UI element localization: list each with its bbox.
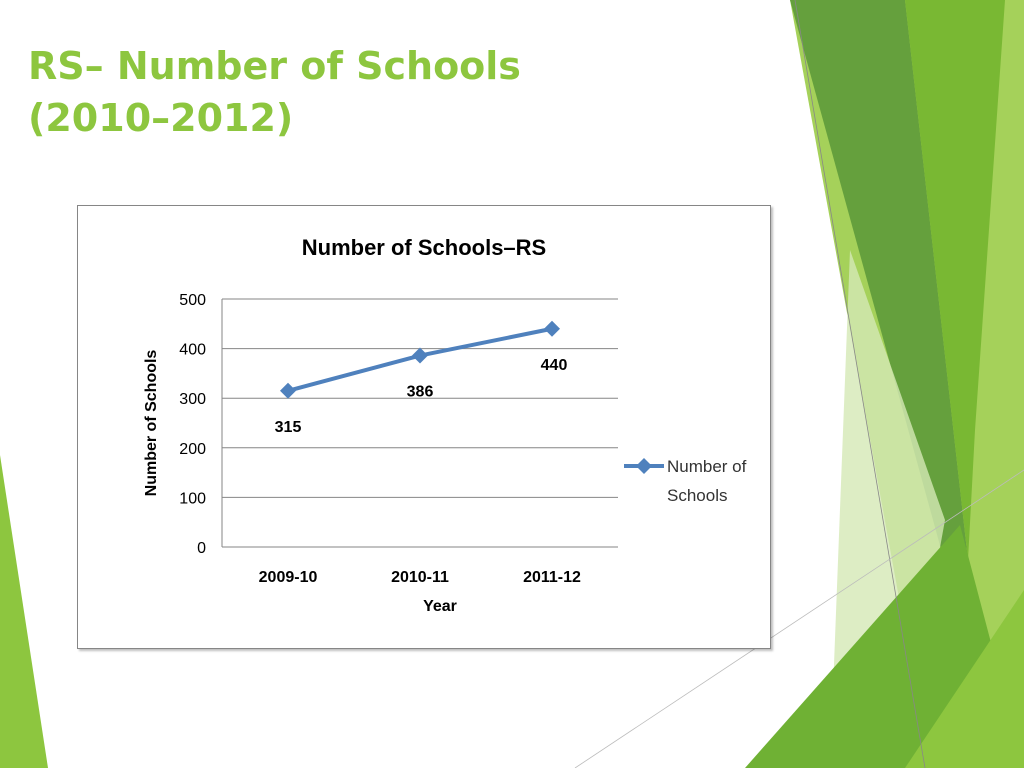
decor-thin-line xyxy=(794,0,926,768)
data-point-marker xyxy=(544,320,560,337)
x-axis-label: Year xyxy=(423,598,457,615)
y-tick-label: 200 xyxy=(179,441,206,458)
legend-label: Schools xyxy=(667,486,727,505)
line-chart: Number of Schools–RS 0 100 200 300 400 500 20… xyxy=(143,235,747,615)
left-accent-shape xyxy=(0,455,48,768)
chart-legend: Number of Schools xyxy=(624,457,747,505)
y-tick-label: 300 xyxy=(179,391,206,408)
data-point-marker xyxy=(412,347,428,364)
y-tick-label: 0 xyxy=(197,540,206,557)
slide-title: RS– Number of Schools (2010–2012) xyxy=(28,40,521,144)
data-labels: 315 386 440 xyxy=(275,357,568,436)
right-accent-dark-shape xyxy=(790,0,968,600)
chart-title: Number of Schools–RS xyxy=(302,235,546,260)
y-tick-label: 400 xyxy=(179,342,206,359)
data-label: 315 xyxy=(275,419,302,436)
y-axis-ticks: 0 100 200 300 400 500 xyxy=(179,292,206,557)
decor-thin-line-2 xyxy=(574,469,1024,768)
data-label: 386 xyxy=(407,384,434,401)
y-tick-label: 500 xyxy=(179,292,206,309)
slide-title-line-2: (2010–2012) xyxy=(28,96,294,140)
bottom-right-highlight-shape xyxy=(905,590,1024,768)
x-tick-label: 2010-11 xyxy=(391,569,449,586)
x-tick-label: 2009-10 xyxy=(259,569,318,586)
chart-frame: Number of Schools–RS 0 100 200 300 400 500 20… xyxy=(77,205,771,649)
legend-marker xyxy=(636,458,652,474)
slide-title-line-1: RS– Number of Schools xyxy=(28,44,521,88)
y-axis-label: Number of Schools xyxy=(143,350,160,497)
legend-label: Number of xyxy=(667,457,747,476)
data-label: 440 xyxy=(541,357,568,374)
x-tick-label: 2011-12 xyxy=(523,569,581,586)
chart-series xyxy=(280,320,560,399)
data-point-marker xyxy=(280,382,296,399)
x-axis-ticks: 2009-10 2010-11 2011-12 xyxy=(259,569,581,586)
y-tick-label: 100 xyxy=(179,490,206,507)
right-accent-mid-shape xyxy=(905,0,1005,560)
